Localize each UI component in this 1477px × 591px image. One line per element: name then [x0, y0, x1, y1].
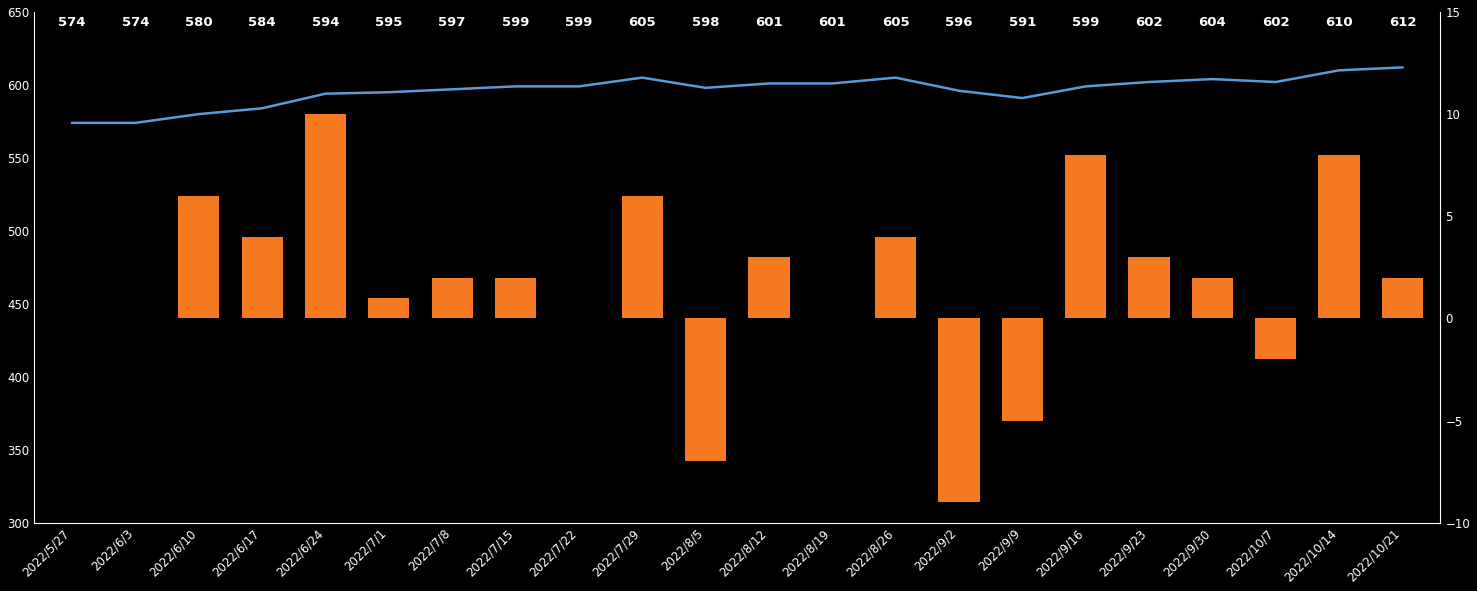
Bar [1255, 319, 1297, 359]
Bar [1001, 319, 1043, 421]
Text: 596: 596 [945, 17, 973, 30]
Bar [685, 319, 727, 462]
Bar [1192, 278, 1233, 319]
Bar [622, 196, 663, 319]
Bar [1128, 257, 1170, 319]
Bar [368, 298, 409, 319]
Text: 599: 599 [1072, 17, 1099, 30]
Text: 602: 602 [1261, 17, 1289, 30]
Text: 605: 605 [882, 17, 910, 30]
Text: 599: 599 [566, 17, 592, 30]
Text: 594: 594 [312, 17, 340, 30]
Text: 604: 604 [1198, 17, 1226, 30]
Bar [874, 237, 916, 319]
Bar [1382, 278, 1422, 319]
Bar [179, 196, 220, 319]
Text: 612: 612 [1388, 17, 1416, 30]
Text: 601: 601 [755, 17, 783, 30]
Text: 584: 584 [248, 17, 276, 30]
Bar [1319, 155, 1360, 319]
Text: 602: 602 [1136, 17, 1162, 30]
Text: 574: 574 [58, 17, 86, 30]
Bar [304, 114, 346, 319]
Bar [242, 237, 282, 319]
Text: 591: 591 [1009, 17, 1035, 30]
Text: 601: 601 [818, 17, 846, 30]
Text: 605: 605 [628, 17, 656, 30]
Bar [938, 319, 979, 502]
Text: 580: 580 [185, 17, 213, 30]
Text: 595: 595 [375, 17, 403, 30]
Bar [1065, 155, 1106, 319]
Text: 610: 610 [1325, 17, 1353, 30]
Text: 598: 598 [691, 17, 719, 30]
Text: 597: 597 [439, 17, 465, 30]
Bar [431, 278, 473, 319]
Bar [749, 257, 790, 319]
Bar [495, 278, 536, 319]
Text: 599: 599 [502, 17, 529, 30]
Text: 574: 574 [121, 17, 149, 30]
